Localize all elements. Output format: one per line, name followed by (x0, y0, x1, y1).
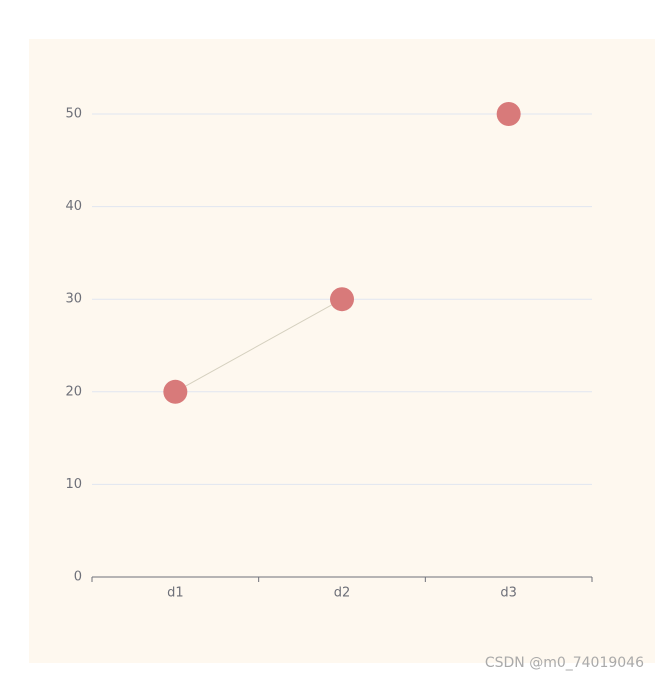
chart-background (29, 39, 655, 663)
data-point (496, 102, 521, 126)
y-tick-label: 20 (65, 384, 82, 399)
y-tick-label: 50 (65, 107, 82, 122)
watermark: CSDN @m0_74019046 (485, 655, 644, 671)
x-tick-label: d2 (334, 586, 351, 601)
x-tick-label: d3 (500, 586, 517, 601)
x-tick-label: d1 (167, 586, 184, 601)
data-point (330, 287, 354, 312)
y-tick-label: 40 (65, 199, 82, 214)
series-line (175, 298, 343, 393)
y-tick-label: 30 (65, 292, 82, 307)
data-point (163, 379, 188, 404)
y-tick-label: 10 (65, 477, 82, 492)
y-tick-label: 0 (74, 570, 82, 585)
